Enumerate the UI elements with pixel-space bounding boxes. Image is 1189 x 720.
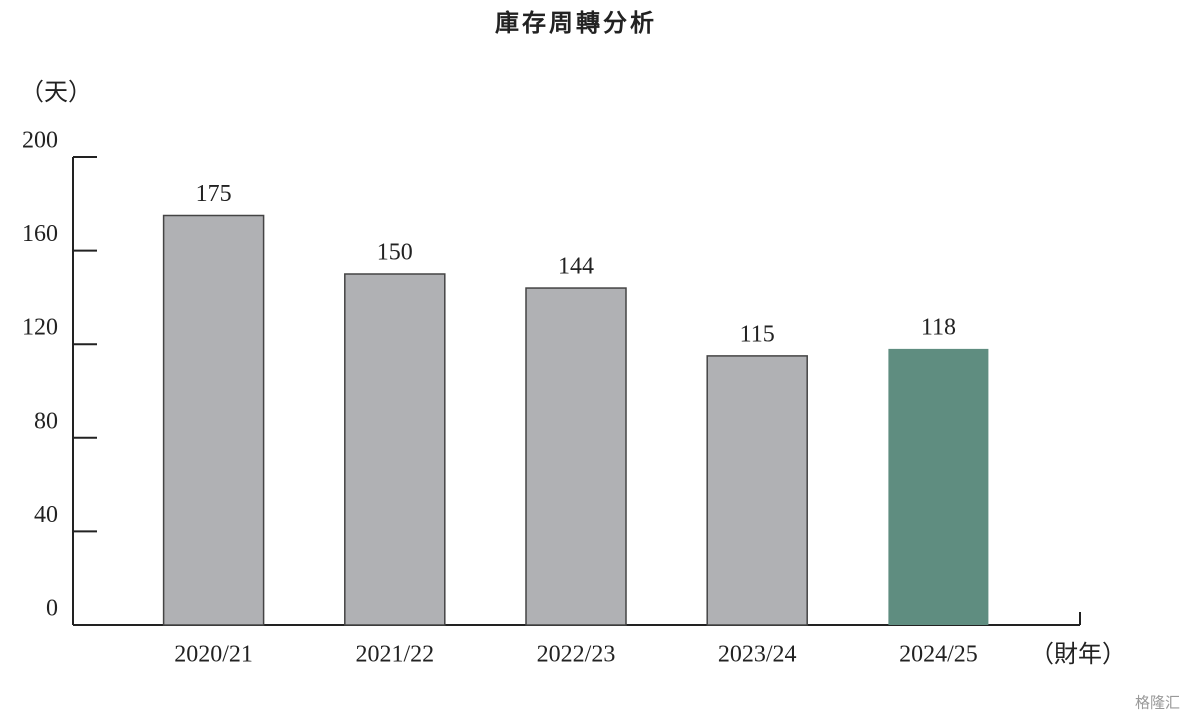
y-tick-label: 160 [22, 221, 58, 247]
x-tick-label: 2020/21 [174, 642, 253, 668]
bar [888, 348, 989, 625]
bar [525, 287, 627, 626]
bar [162, 214, 265, 626]
bar [706, 355, 808, 626]
x-axis-label: （財年） [1030, 640, 1126, 668]
y-tick-label: 200 [22, 128, 58, 154]
bar [344, 273, 446, 626]
y-tick-label: 80 [34, 408, 58, 434]
y-axis-label: （天） [20, 78, 92, 106]
x-tick-label: 2021/22 [355, 642, 434, 668]
x-tick-label: 2022/23 [537, 642, 616, 668]
value-label: 144 [558, 254, 594, 280]
x-tick-label: 2023/24 [718, 642, 797, 668]
chart-title: 庫存周轉分析 [495, 9, 657, 37]
value-label: 175 [196, 181, 232, 207]
y-tick-label: 0 [46, 596, 58, 622]
y-tick-label: 40 [34, 502, 58, 528]
y-tick-label: 120 [22, 315, 58, 341]
x-tick-label: 2024/25 [899, 642, 978, 668]
value-label: 118 [921, 314, 956, 340]
value-label: 150 [377, 240, 413, 266]
value-label: 115 [740, 321, 775, 347]
watermark: 格隆汇 [1135, 694, 1180, 712]
